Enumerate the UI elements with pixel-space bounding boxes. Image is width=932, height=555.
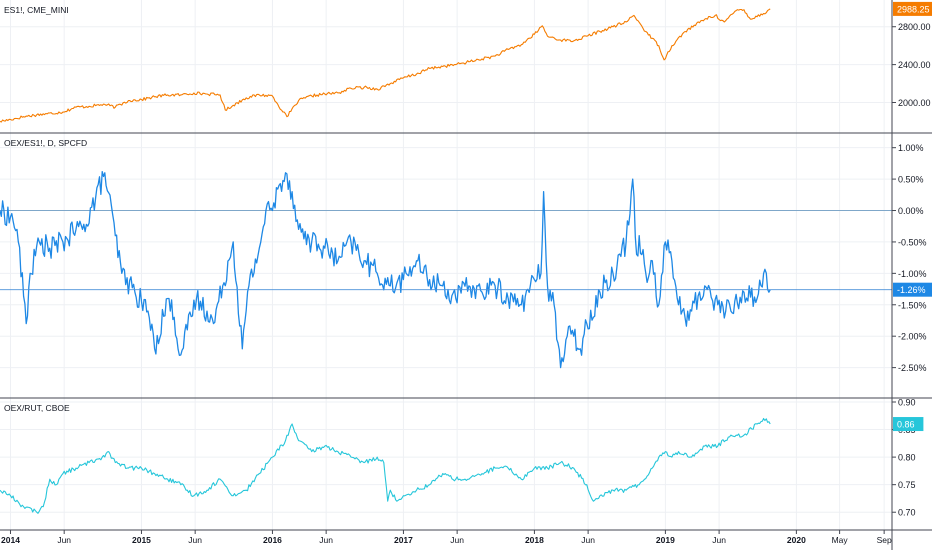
x-tick-label: Jun — [712, 535, 726, 545]
y-tick-label: 0.90 — [898, 398, 916, 408]
x-tick-label: Sep — [877, 535, 892, 545]
series-line — [0, 170, 771, 369]
y-tick-label: -2.50% — [898, 363, 927, 373]
y-tick-label: -1.00% — [898, 269, 927, 279]
x-tick-label: Jun — [450, 535, 464, 545]
x-tick-label: 2017 — [394, 535, 413, 545]
last-value-badge — [893, 417, 924, 432]
x-tick-label: Jun — [188, 535, 202, 545]
pane-title: ES1!, CME_MINI — [4, 5, 69, 15]
y-tick-label: -0.50% — [898, 237, 927, 247]
y-tick-label: 2800.00 — [898, 22, 931, 32]
y-tick-label: 0.70 — [898, 508, 916, 518]
last-value-label: -1.26% — [897, 285, 926, 295]
x-tick-label: Jun — [581, 535, 595, 545]
x-tick-label: Jun — [319, 535, 333, 545]
pane-title: OEX/RUT, CBOE — [4, 403, 70, 413]
vertical-grid — [9, 0, 885, 530]
y-tick-label: -2.00% — [898, 332, 927, 342]
y-tick-label: 0.50% — [898, 175, 924, 185]
x-tick-label: 2016 — [263, 535, 282, 545]
y-tick-label: 2400.00 — [898, 60, 931, 70]
x-tick-label: 2014 — [1, 535, 20, 545]
y-tick-label: 0.00% — [898, 206, 924, 216]
x-tick-label: 2015 — [132, 535, 151, 545]
y-tick-label: 0.80 — [898, 453, 916, 463]
last-value-badge — [893, 282, 932, 297]
x-tick-label: May — [832, 535, 849, 545]
chart-pane-1: 2000.00 2400.00 2800.00 2988.25 ES1!, CME_MI… — [0, 1, 932, 123]
time-axis: 2014 Jun 2015 Jun 2016 Jun 2017 Jun 2018 Jun 2019 J… — [1, 530, 892, 545]
series-line — [0, 8, 771, 123]
last-value-label: 0.86 — [897, 420, 915, 430]
pane-title: OEX/ES1!, D, SPCFD — [4, 138, 87, 148]
y-tick-label: -1.50% — [898, 300, 927, 310]
y-tick-label: 0.75 — [898, 480, 916, 490]
y-tick-label: 1.00% — [898, 143, 924, 153]
series-line — [0, 417, 771, 514]
chart-pane-2: 1.00% 0.50% 0.00% -0.50% -1.00% -1.50% -2.00% -… — [0, 132, 932, 373]
last-value-badge — [893, 1, 932, 16]
last-value-label: 2988.25 — [897, 4, 930, 14]
x-tick-label: 2019 — [656, 535, 675, 545]
y-tick-label: 2000.00 — [898, 98, 931, 108]
x-tick-label: 2020 — [787, 535, 806, 545]
x-tick-label: 2018 — [525, 535, 544, 545]
x-tick-label: Jun — [57, 535, 71, 545]
